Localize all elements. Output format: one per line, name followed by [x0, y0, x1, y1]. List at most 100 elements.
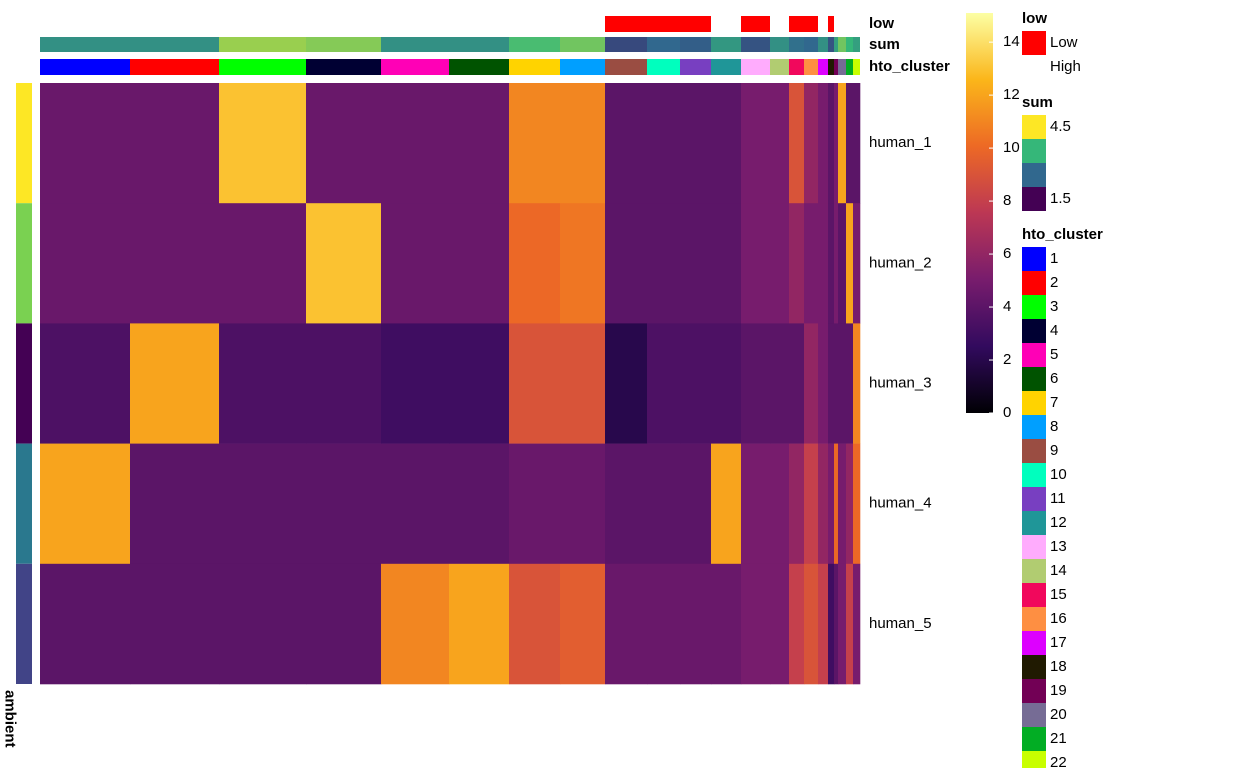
colorbar-tick-label: 0	[1003, 404, 1011, 421]
low-annotation-cell	[130, 16, 219, 32]
heatmap-cell	[647, 443, 681, 565]
heatmap-cell	[509, 83, 561, 204]
heatmap-cell	[770, 563, 790, 685]
cluster-legend-label: 14	[1050, 562, 1067, 579]
colorbar-tick-label: 6	[1003, 245, 1011, 262]
heatmap-cell	[741, 563, 771, 685]
cluster-legend-label: 1	[1050, 250, 1058, 267]
row-label: human_1	[869, 134, 932, 151]
heatmap-cell	[449, 83, 510, 204]
sum-annotation-cell	[789, 37, 804, 52]
cluster-annotation-cell	[711, 59, 741, 75]
cluster-annotation-cell	[509, 59, 560, 75]
heatmap-cell	[789, 323, 805, 444]
low-legend-swatch	[1022, 31, 1046, 55]
cluster-legend-swatch	[1022, 247, 1046, 271]
heatmap-cell	[818, 323, 829, 444]
heatmap-cell	[838, 203, 847, 324]
cluster-legend-swatch	[1022, 367, 1046, 391]
low-legend-label: High	[1050, 58, 1081, 75]
heatmap-cell	[219, 443, 307, 565]
row-annotation-cell	[16, 443, 32, 564]
cluster-annotation-cell	[306, 59, 381, 75]
heatmap-cell	[789, 83, 805, 204]
cluster-legend-swatch	[1022, 439, 1046, 463]
heatmap-cell	[834, 203, 839, 324]
sum-annotation-cell	[828, 37, 834, 52]
heatmap-cell	[130, 323, 220, 444]
sum-annotation-cell	[818, 37, 828, 52]
sum-legend-title: sum	[1022, 94, 1053, 111]
heatmap-cell	[40, 563, 131, 685]
heatmap-cell	[605, 563, 648, 685]
cluster-annotation-cell	[789, 59, 804, 75]
cluster-annotation-cell	[741, 59, 770, 75]
heatmap-cell	[219, 83, 307, 204]
heatmap-cell	[804, 323, 819, 444]
heatmap-cell	[828, 563, 835, 685]
cluster-legend-swatch	[1022, 319, 1046, 343]
cluster-legend-label: 7	[1050, 394, 1058, 411]
heatmap-cell	[306, 563, 382, 685]
sum-annotation-cell	[680, 37, 711, 52]
cluster-legend-label: 10	[1050, 466, 1067, 483]
heatmap-cell	[130, 83, 220, 204]
heatmap-cell	[789, 563, 805, 685]
heatmap-cell	[449, 203, 510, 324]
cluster-legend-label: 20	[1050, 706, 1067, 723]
heatmap-cell	[449, 323, 510, 444]
heatmap-cell	[834, 443, 839, 565]
heatmap-cell	[834, 83, 839, 204]
cluster-legend-label: 9	[1050, 442, 1058, 459]
sum-legend-swatch	[1022, 163, 1046, 187]
heatmap-cell	[605, 443, 648, 565]
cluster-legend-swatch	[1022, 703, 1046, 727]
heatmap-cell	[711, 323, 742, 444]
cluster-annotation-cell	[828, 59, 834, 75]
cluster-annotation-cell	[853, 59, 860, 75]
heatmap-cell	[741, 323, 771, 444]
heatmap-cell	[853, 563, 861, 685]
heatmap-cell	[853, 443, 861, 565]
heatmap-cell	[40, 323, 131, 444]
colorbar-tick-label: 12	[1003, 86, 1020, 103]
heatmap-cell	[381, 203, 450, 324]
sum-annotation-cell	[846, 37, 853, 52]
cluster-legend-label: 22	[1050, 754, 1067, 768]
sum-annotation-cell	[560, 37, 605, 52]
colorbar-tick-label: 8	[1003, 192, 1011, 209]
cluster-annotation-cell	[130, 59, 219, 75]
low-legend-swatch	[1022, 55, 1046, 79]
cluster-legend-swatch	[1022, 511, 1046, 535]
heatmap-cell	[509, 443, 561, 565]
low-annotation-label: low	[869, 15, 894, 32]
heatmap-cell	[306, 323, 382, 444]
heatmap-cell	[834, 563, 839, 685]
sum-legend-swatch	[1022, 115, 1046, 139]
sum-annotation-cell	[219, 37, 306, 52]
low-annotation-cell	[818, 16, 828, 32]
heatmap-cell	[130, 203, 220, 324]
sum-legend-swatch	[1022, 187, 1046, 211]
cluster-legend-swatch	[1022, 463, 1046, 487]
cluster-legend-title: hto_cluster	[1022, 226, 1103, 243]
heatmap-cell	[40, 443, 131, 565]
heatmap-cell	[838, 323, 847, 444]
cluster-legend-label: 21	[1050, 730, 1067, 747]
heatmap-cell	[828, 203, 835, 324]
cluster-legend-label: 8	[1050, 418, 1058, 435]
heatmap-cell	[741, 83, 771, 204]
sum-annotation-cell	[40, 37, 130, 52]
colorbar-tick-label: 10	[1003, 139, 1020, 156]
cluster-legend-swatch	[1022, 487, 1046, 511]
heatmap-cell	[818, 443, 829, 565]
heatmap-cell	[853, 83, 861, 204]
heatmap-cell	[818, 203, 829, 324]
low-annotation-cell	[560, 16, 605, 32]
heatmap-cell	[560, 563, 606, 685]
cluster-legend-label: 2	[1050, 274, 1058, 291]
low-annotation-cell	[605, 16, 647, 32]
heatmap-cell	[40, 83, 131, 204]
heatmap-cell	[306, 83, 382, 204]
heatmap-cell	[834, 323, 839, 444]
